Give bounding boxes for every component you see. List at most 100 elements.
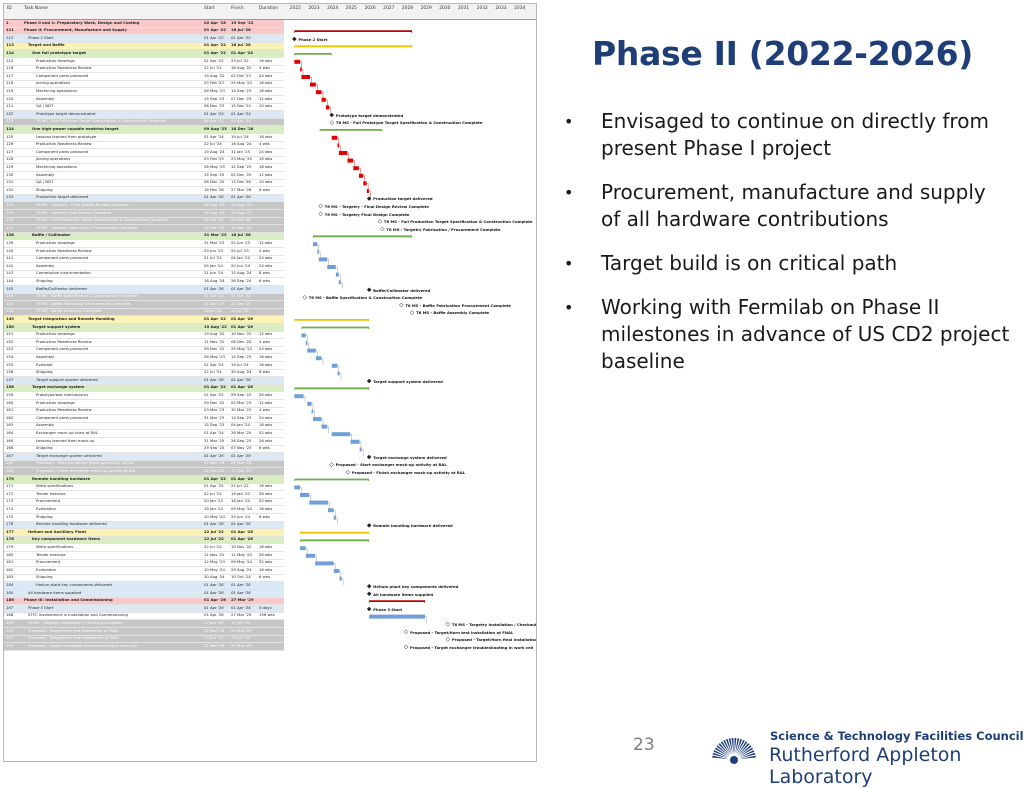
task-name: Evaluate — [36, 362, 53, 367]
task-start: 01 Apr '26 — [204, 377, 224, 382]
dependency-link — [363, 175, 365, 183]
table-row: 133 Production target delivered 01 Apr '26… — [4, 194, 284, 203]
task-id: 149 — [6, 316, 14, 321]
task-id: 158 — [6, 385, 14, 390]
bullet-item: • Procurement, manufacture and supply of … — [560, 179, 1010, 233]
col-header-finish: Finish — [231, 6, 244, 11]
task-id: 133 — [6, 195, 14, 200]
milestone-marker — [377, 219, 383, 224]
milestone-label: Proposed - Target/Horn final installatio… — [451, 637, 537, 643]
bullet-marker: • — [564, 183, 574, 202]
task-name: Component parts produced — [36, 149, 89, 154]
task-duration: 16 wks — [259, 354, 273, 359]
table-row: 127 Component parts produced 19 Aug '24 31 … — [4, 149, 284, 157]
task-duration: 12 wks — [259, 332, 273, 337]
task-start: 10 May '24 — [204, 567, 225, 572]
table-row: 115 Production drawings 01 Apr '22 23 Jul '… — [4, 58, 284, 66]
logo-ray — [739, 755, 756, 760]
task-id: 159 — [6, 392, 14, 397]
task-start: 01 Apr '26 — [204, 522, 224, 527]
milestone-label: T6 MS - Full Prototype Target Specificat… — [335, 120, 483, 126]
milestone-marker — [329, 462, 334, 467]
dependency-link — [303, 396, 306, 403]
task-name: All hardware items supplied — [28, 590, 81, 595]
task-start: 11 Nov '22 — [204, 552, 225, 557]
task-id: 131 — [6, 180, 14, 185]
task-finish: 17 Jun '30 — [231, 620, 251, 625]
milestone-marker — [329, 112, 335, 118]
task-duration: 26 wks — [259, 392, 273, 397]
bullet-marker: • — [564, 298, 574, 317]
table-row: 121 QA / NDT 08 Dec '23 15 Feb '24 10 wks — [4, 104, 284, 112]
task-start: 28 Aug '23 — [204, 210, 225, 215]
logo-ray — [739, 752, 756, 759]
task-name: Prototype target demonstrated — [36, 111, 96, 116]
task-name: Shipping — [36, 446, 53, 451]
critical-task-bar — [300, 67, 302, 72]
task-duration: 8 wks — [259, 271, 270, 276]
task-name: Target and Baffle — [28, 43, 65, 48]
task-name: QA / NDT — [36, 104, 54, 109]
task-start: 11 Feb '25 — [204, 468, 225, 473]
task-name: Evaluation — [36, 567, 57, 572]
task-name: Helium plant key components delivered — [36, 582, 112, 587]
table-row: 152 Production Readiness Review 11 Nov '22… — [4, 339, 284, 347]
task-finish: 12 Sep '25 — [231, 164, 252, 169]
task-id: 114 — [6, 50, 14, 55]
task-bar — [309, 500, 328, 505]
task-id: 119 — [6, 88, 14, 93]
table-row: 189 T6 MS - Targetry Installation / Check… — [4, 620, 284, 628]
gantt-bars-svg — [291, 30, 451, 650]
task-start: 17 Jun '30 — [204, 620, 224, 625]
task-name: Write specifications — [36, 544, 74, 549]
task-bar — [294, 485, 301, 490]
task-finish: 21 Oct '22 — [231, 294, 251, 299]
milestone-marker — [302, 295, 308, 300]
task-name: Commission instrumentation — [36, 271, 91, 276]
task-start: 02 Apr '18 — [204, 20, 226, 25]
task-finish: 01 Apr '24 — [231, 50, 253, 55]
task-id: 172 — [6, 491, 14, 496]
task-start: 01 Apr '24 — [204, 134, 224, 139]
task-id: 164 — [6, 430, 14, 435]
task-start: 01 Apr '26 — [204, 453, 224, 458]
org-name-laboratory: Rutherford Appleton Laboratory — [769, 744, 962, 788]
task-finish: 10 Oct '24 — [231, 575, 251, 580]
dependency-link — [335, 266, 338, 274]
table-row: 192 Proposed - Target exchanger troublesh… — [4, 643, 284, 651]
task-finish: 27 Mar '26 — [231, 187, 252, 192]
task-name: Remote handling hardware delivered — [36, 522, 107, 527]
logo-ray — [738, 743, 750, 756]
milestone-marker — [318, 211, 323, 217]
dependency-link — [305, 335, 308, 342]
table-row: 111 Phase II: Procurement, Manufacture an… — [4, 27, 284, 36]
task-duration: 16 wks — [259, 81, 273, 86]
dependency-link — [350, 434, 352, 441]
task-start: 20 Jan '23 — [204, 499, 223, 504]
dependency-link — [315, 350, 318, 358]
milestone-label: Phase 2 Start — [298, 36, 328, 42]
bullet-marker: • — [564, 112, 574, 131]
table-row: 173 Procurement 20 Jan '23 18 Jan '24 52 wks — [4, 499, 284, 507]
task-finish: 25 May '23 — [231, 81, 252, 86]
bullet-text: Procurement, manufacture and supply of a… — [601, 180, 986, 231]
task-finish: 18 Jan '24 — [231, 499, 250, 504]
task-name: Baffle / Collimator — [32, 233, 71, 238]
task-bar — [335, 272, 339, 277]
table-row: 132 Shipping 16 Feb '26 27 Mar '26 6 wks — [4, 187, 284, 195]
task-name: Component parts produced — [36, 256, 89, 261]
table-row: 155 Evaluate 01 Apr '24 19 Jul '24 16 wks — [4, 362, 284, 370]
dependency-link — [309, 76, 312, 84]
task-duration: 16 wks — [259, 506, 273, 511]
task-id: 122 — [6, 111, 14, 116]
milestone-label: All hardware items supplied — [373, 591, 434, 597]
task-name: Phase 2 Start — [28, 35, 54, 40]
milestone-label: Proposed - Start exchanger mock-up activ… — [335, 462, 447, 468]
task-id: 178 — [6, 537, 14, 542]
task-finish: 11 May '23 — [231, 552, 252, 557]
table-row: 114 One full prototype target 01 Apr '22 01… — [4, 50, 284, 58]
task-bar — [369, 614, 425, 619]
task-finish: 01 Apr '26 — [231, 453, 251, 458]
task-start: 29 Sep '25 — [204, 446, 225, 451]
task-id: 138 — [6, 233, 14, 238]
